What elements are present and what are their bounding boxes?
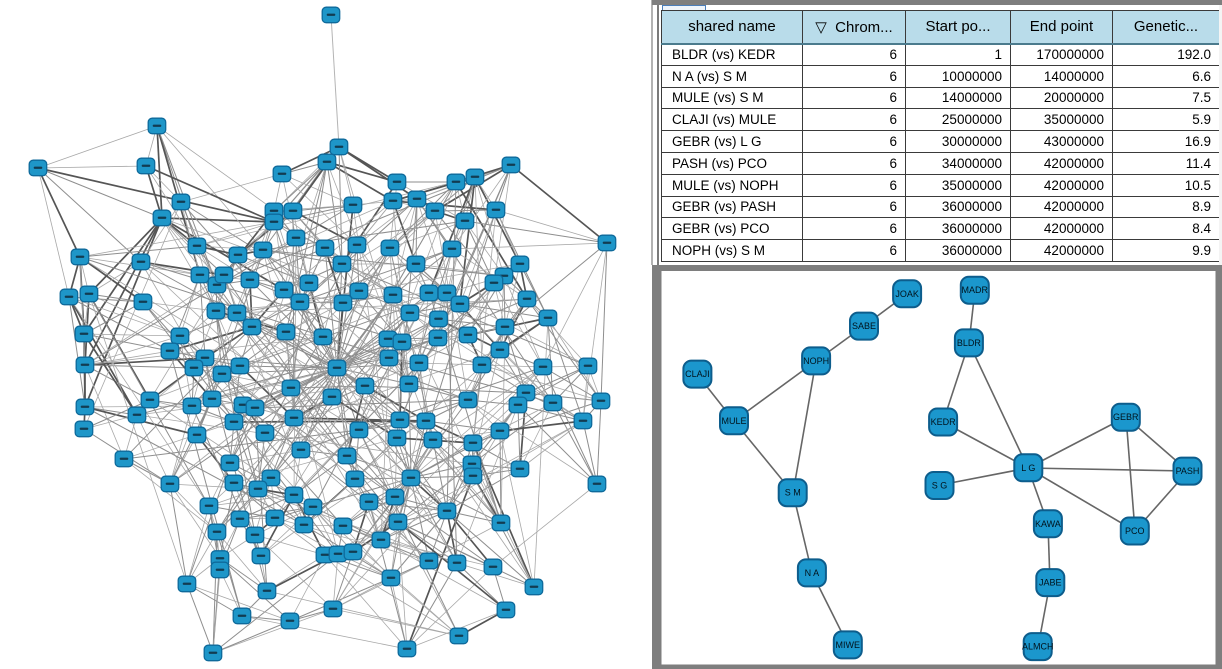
svg-text:PASH: PASH — [1175, 466, 1199, 476]
svg-text:NOPH: NOPH — [803, 356, 829, 366]
svg-text:JOAK: JOAK — [895, 289, 919, 299]
svg-text:CLAJI: CLAJI — [685, 369, 710, 379]
svg-text:ALMCH: ALMCH — [1021, 642, 1053, 652]
svg-text:BLDR: BLDR — [956, 338, 981, 348]
svg-text:JABE: JABE — [1039, 578, 1062, 588]
svg-text:S M: S M — [784, 488, 800, 498]
svg-text:KEDR: KEDR — [930, 417, 956, 427]
svg-text:MADR: MADR — [961, 285, 988, 295]
svg-text:SABE: SABE — [851, 321, 875, 331]
svg-text:L G: L G — [1021, 463, 1035, 473]
svg-text:S G: S G — [931, 481, 947, 491]
svg-text:MULE: MULE — [721, 416, 746, 426]
svg-text:N A: N A — [804, 568, 819, 578]
svg-text:GEBR: GEBR — [1113, 412, 1139, 422]
svg-text:PCO: PCO — [1125, 526, 1145, 536]
svg-text:KAWA: KAWA — [1034, 519, 1060, 529]
svg-text:MIWE: MIWE — [835, 640, 860, 650]
